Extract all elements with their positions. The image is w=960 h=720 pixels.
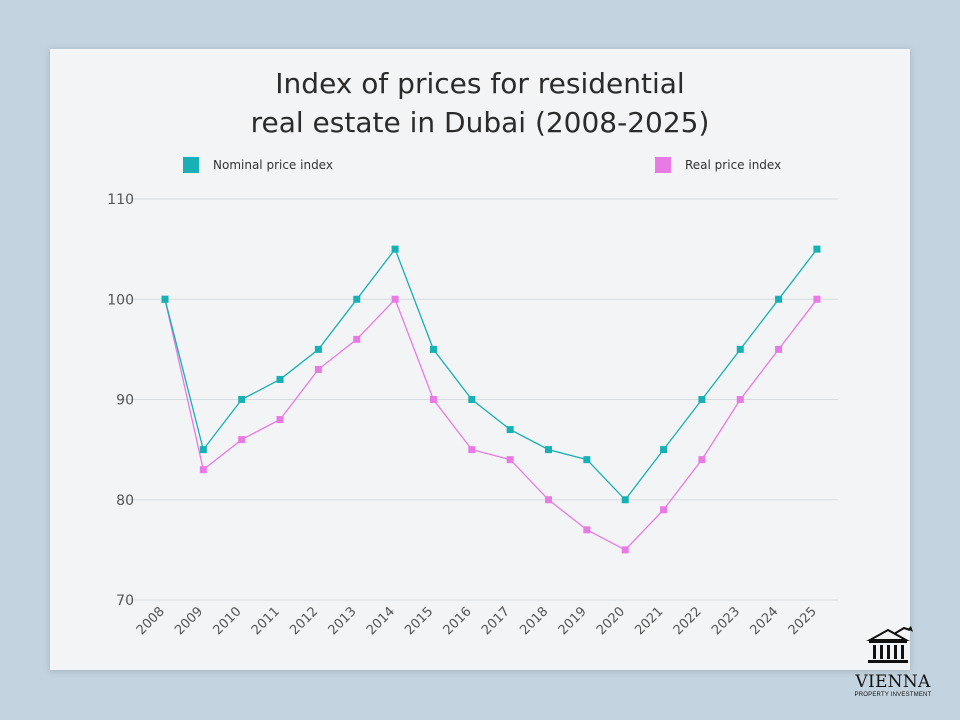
- data-point-nominal-2025: [813, 245, 821, 253]
- x-tick-label: 2009: [172, 604, 206, 638]
- legend-label-nominal: Nominal price index: [213, 158, 333, 172]
- data-point-real-2024: [775, 345, 783, 353]
- series-line-nominal: [164, 247, 818, 501]
- legend-item-real[interactable]: Real price index: [655, 157, 781, 173]
- data-point-nominal-2014: [391, 245, 399, 253]
- legend-item-nominal[interactable]: Nominal price index: [183, 157, 333, 173]
- data-point-real-2015: [429, 396, 437, 403]
- data-point-nominal-2023: [736, 345, 744, 353]
- y-tick-label: 90: [116, 393, 134, 409]
- data-point-real-2018: [545, 496, 552, 504]
- x-tick-label: 2015: [402, 604, 436, 638]
- data-point-real-2021: [660, 506, 668, 514]
- data-point-nominal-2013: [353, 295, 361, 303]
- data-point-nominal-2011: [276, 375, 284, 383]
- data-point-real-2025: [813, 295, 821, 303]
- x-tick-label: 2025: [786, 604, 820, 638]
- building-icon: [866, 626, 913, 663]
- legend-swatch-real: [655, 157, 671, 173]
- x-tick-label: 2018: [517, 604, 551, 638]
- data-point-real-2020: [621, 546, 629, 554]
- logo-name: VIENNA: [855, 672, 931, 692]
- x-tick-label: 2017: [479, 604, 513, 638]
- data-point-nominal-2021: [660, 446, 668, 454]
- data-point-real-2012: [314, 365, 322, 373]
- data-point-real-2010: [238, 436, 246, 444]
- x-tick-label: 2013: [326, 604, 360, 638]
- legend-swatch-nominal: [183, 157, 199, 173]
- data-point-nominal-2009: [199, 446, 207, 454]
- data-point-real-2017: [506, 456, 514, 464]
- x-tick-label: 2024: [747, 604, 781, 638]
- data-point-nominal-2015: [429, 345, 437, 353]
- data-point-real-2011: [276, 416, 284, 424]
- data-point-nominal-2016: [468, 396, 476, 403]
- data-point-real-2023: [736, 396, 744, 403]
- x-tick-label: 2016: [441, 604, 475, 638]
- data-point-real-2016: [468, 446, 476, 454]
- x-tick-label: 2019: [556, 604, 590, 638]
- y-tick-label: 70: [116, 593, 134, 609]
- data-point-nominal-2019: [583, 456, 591, 464]
- x-tick-label: 2014: [364, 604, 398, 638]
- chart-title: Index of prices for residential real est…: [50, 64, 910, 142]
- y-tick-label: 80: [116, 493, 134, 509]
- data-point-nominal-2020: [621, 496, 629, 504]
- data-point-nominal-2018: [545, 446, 552, 454]
- vienna-logo: VIENNA PROPERTY INVESTMENT: [838, 626, 948, 716]
- data-point-real-2019: [583, 526, 591, 534]
- data-point-nominal-2008: [161, 295, 169, 303]
- x-tick-label: 2008: [134, 604, 168, 638]
- data-point-real-2014: [391, 295, 399, 303]
- data-point-nominal-2012: [314, 345, 322, 353]
- x-tick-label: 2022: [671, 604, 705, 638]
- x-tick-label: 2020: [594, 604, 628, 638]
- data-point-nominal-2024: [775, 295, 783, 303]
- y-tick-label: 110: [107, 192, 134, 208]
- data-point-real-2009: [199, 466, 207, 474]
- data-point-nominal-2017: [506, 426, 514, 434]
- chart-title-line2: real estate in Dubai (2008-2025): [250, 106, 710, 139]
- data-point-nominal-2022: [698, 396, 706, 403]
- data-point-real-2013: [353, 335, 361, 343]
- x-tick-label: 2023: [709, 604, 743, 638]
- x-tick-label: 2012: [287, 604, 321, 638]
- x-tick-label: 2011: [249, 604, 283, 638]
- x-tick-label: 2010: [211, 604, 245, 638]
- y-tick-label: 100: [107, 292, 134, 308]
- series-line-real: [164, 298, 818, 551]
- chart-card: Index of prices for residential real est…: [50, 49, 910, 670]
- legend-label-real: Real price index: [685, 158, 782, 172]
- logo-subtitle: PROPERTY INVESTMENT: [854, 692, 932, 698]
- chart-title-line1: Index of prices for residential: [275, 67, 685, 100]
- data-point-real-2022: [698, 456, 706, 464]
- data-point-nominal-2010: [238, 396, 246, 403]
- x-tick-label: 2021: [632, 604, 666, 638]
